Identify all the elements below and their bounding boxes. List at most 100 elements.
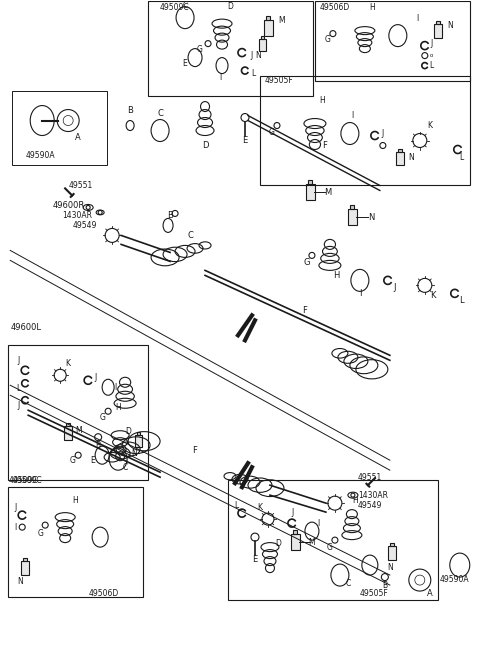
Bar <box>388 546 396 560</box>
Text: I: I <box>417 14 419 23</box>
Text: G: G <box>99 413 105 422</box>
Bar <box>66 423 70 426</box>
Text: 49551: 49551 <box>358 473 382 481</box>
Text: o: o <box>430 53 433 58</box>
Text: 49549: 49549 <box>72 221 96 230</box>
Text: 49506D: 49506D <box>320 3 350 12</box>
Text: J: J <box>431 39 433 48</box>
Text: D: D <box>125 426 131 436</box>
Text: J: J <box>251 51 253 60</box>
Text: N: N <box>387 563 393 572</box>
Text: 49551: 49551 <box>68 181 93 190</box>
Text: 1430AR: 1430AR <box>358 491 388 500</box>
Bar <box>135 435 142 447</box>
Text: G: G <box>37 529 43 538</box>
Text: 49506D: 49506D <box>88 589 119 597</box>
Text: 49590A: 49590A <box>25 151 55 160</box>
Text: N: N <box>17 576 23 586</box>
Bar <box>434 24 442 37</box>
Text: N: N <box>408 153 414 162</box>
Bar <box>228 480 438 600</box>
Text: D: D <box>227 2 233 11</box>
Text: N: N <box>131 449 137 458</box>
Bar <box>390 543 394 546</box>
Text: B: B <box>382 580 387 590</box>
Text: L: L <box>16 384 20 393</box>
Text: I: I <box>219 73 221 82</box>
Bar <box>291 534 300 550</box>
Text: C: C <box>187 231 193 240</box>
Text: L: L <box>459 296 464 305</box>
Text: K: K <box>66 359 71 368</box>
Bar <box>398 149 402 151</box>
Bar <box>293 530 297 534</box>
Bar <box>259 39 266 50</box>
Text: M: M <box>309 538 315 547</box>
Text: 49505F: 49505F <box>265 76 294 85</box>
Text: H: H <box>369 3 375 12</box>
Text: 49600R: 49600R <box>52 201 84 210</box>
Text: E: E <box>90 456 95 464</box>
Text: 49590A: 49590A <box>440 574 469 584</box>
Bar <box>64 426 72 440</box>
Text: L: L <box>251 69 255 78</box>
Text: I: I <box>359 289 361 298</box>
Text: J: J <box>382 129 384 138</box>
Bar <box>137 432 140 435</box>
Text: D: D <box>275 538 281 548</box>
Text: L: L <box>460 153 464 162</box>
Text: K: K <box>427 121 432 130</box>
Text: B: B <box>96 441 101 450</box>
Text: L: L <box>430 61 434 70</box>
Text: I: I <box>317 519 319 528</box>
Text: H: H <box>333 271 339 280</box>
Text: K: K <box>430 291 435 300</box>
Bar <box>308 181 312 185</box>
Text: 49600L: 49600L <box>10 323 41 332</box>
Bar <box>21 561 29 575</box>
Text: M: M <box>75 426 82 435</box>
Text: M: M <box>279 16 285 25</box>
Bar <box>8 345 148 480</box>
Text: G: G <box>304 258 310 267</box>
Text: J: J <box>14 502 16 512</box>
Text: I: I <box>351 111 353 120</box>
Bar <box>12 90 107 166</box>
Text: G: G <box>327 542 333 552</box>
Text: J: J <box>394 283 396 292</box>
Text: B: B <box>167 211 173 220</box>
Text: M: M <box>324 188 332 197</box>
Text: N: N <box>447 21 453 30</box>
Text: E: E <box>242 136 248 145</box>
Text: H: H <box>72 496 78 504</box>
Text: E: E <box>252 555 258 563</box>
Text: C: C <box>157 109 163 118</box>
Text: N: N <box>368 213 374 222</box>
Text: 49509C: 49509C <box>160 3 190 12</box>
Text: J: J <box>17 401 19 410</box>
Text: L: L <box>234 500 238 510</box>
Text: G: G <box>325 35 331 44</box>
Text: H: H <box>115 403 121 412</box>
Text: J: J <box>292 508 294 517</box>
Bar <box>261 35 264 39</box>
Bar <box>350 206 354 210</box>
Text: G: G <box>197 45 203 54</box>
Bar <box>8 487 143 597</box>
Text: E: E <box>183 59 187 68</box>
Bar <box>260 75 470 185</box>
Text: J: J <box>17 356 19 365</box>
Text: 49509C: 49509C <box>12 476 42 485</box>
Text: D: D <box>202 141 208 150</box>
Bar <box>436 20 440 24</box>
Text: J: J <box>94 373 96 382</box>
Text: G: G <box>269 128 275 137</box>
Text: I: I <box>114 383 116 392</box>
Text: C: C <box>345 578 350 588</box>
Bar <box>348 210 357 225</box>
Text: K: K <box>257 502 263 512</box>
Bar <box>266 16 270 20</box>
Text: I: I <box>14 523 16 532</box>
Bar <box>23 558 27 561</box>
Bar <box>306 185 315 200</box>
